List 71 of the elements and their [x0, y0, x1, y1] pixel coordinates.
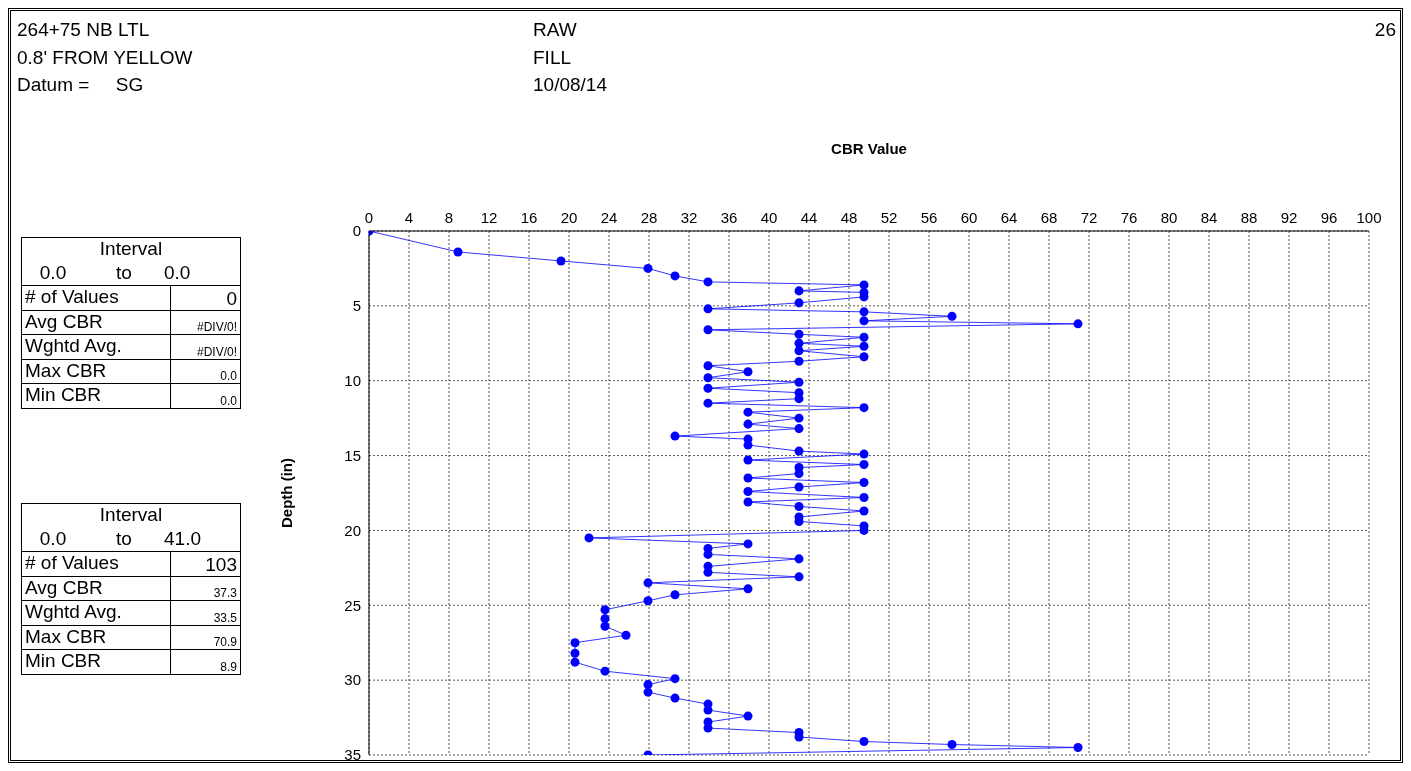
x-tick-label: 64 [1000, 209, 1018, 226]
text: 103 [204, 552, 238, 576]
text: 33.5 [212, 609, 238, 625]
text: Min CBR [22, 384, 171, 408]
x-tick-label: 92 [1280, 209, 1298, 226]
x-tick-label: 28 [640, 209, 658, 226]
text: # of Values [22, 552, 171, 576]
text: #DIV/0! [195, 319, 238, 334]
text: Interval [21, 503, 241, 528]
text: 8.9 [219, 658, 238, 674]
text: Datum = SG [17, 74, 144, 96]
text: 0 [225, 286, 238, 310]
text: Max CBR [22, 625, 171, 649]
x-tick-label: 72 [1080, 209, 1098, 226]
text: Interval [21, 237, 241, 262]
text: 10/08/14 [533, 74, 607, 96]
y-tick-label: 10 [344, 372, 361, 390]
y-tick-label: 30 [344, 671, 361, 689]
x-tick-label: 36 [720, 209, 738, 226]
text: 0.0 [219, 368, 238, 383]
x-tick-label: 88 [1240, 209, 1258, 226]
y-tick-label: 35 [344, 746, 361, 764]
y-tick-label: 20 [344, 521, 361, 539]
text: 0.0 [38, 261, 68, 285]
x-tick-label: 20 [560, 209, 578, 226]
x-tick-label: 100 [1356, 209, 1382, 226]
x-tick-label: 24 [600, 209, 618, 226]
x-tick-label: 60 [960, 209, 978, 226]
x-tick-label: 32 [680, 209, 698, 226]
x-tick-label: 0 [364, 209, 374, 226]
x-tick-label: 40 [760, 209, 778, 226]
x-tick-label: 56 [920, 209, 938, 226]
x-tick-label: 84 [1200, 209, 1218, 226]
x-axis-title: CBR Value [831, 139, 907, 157]
x-tick-label: 48 [840, 209, 858, 226]
text: Avg CBR [22, 310, 171, 334]
y-tick-label: 15 [344, 446, 361, 464]
x-tick-label: 68 [1040, 209, 1058, 226]
x-tick-label: 44 [800, 209, 818, 226]
x-tick-label: 4 [404, 209, 414, 226]
text: 41.0 [164, 527, 202, 551]
x-tick-label: 52 [880, 209, 898, 226]
text: 0.0 [219, 392, 238, 408]
y-tick-label: 5 [352, 297, 361, 315]
text: 37.3 [212, 585, 238, 600]
text: 0.8' FROM YELLOW [17, 47, 193, 69]
text: #DIV/0! [195, 343, 238, 359]
x-tick-label: 96 [1320, 209, 1338, 226]
text: to [115, 527, 133, 551]
x-tick-label: 80 [1160, 209, 1178, 226]
y-tick-label: 25 [344, 596, 361, 614]
text: to [115, 261, 133, 285]
text: 70.9 [212, 634, 238, 649]
x-tick-label: 8 [444, 209, 454, 226]
x-tick-label: 76 [1120, 209, 1138, 226]
x-tick-label: 16 [520, 209, 538, 226]
text: 264+75 NB LTL [17, 19, 150, 41]
text: 26 [1374, 19, 1396, 41]
text: Min CBR [22, 650, 171, 674]
text: Max CBR [22, 359, 171, 383]
text: FILL [533, 47, 572, 69]
y-axis-title: Depth (in) [278, 458, 296, 528]
text: Wghtd Avg. [22, 601, 171, 625]
text: # of Values [22, 286, 171, 310]
text: Wghtd Avg. [22, 335, 171, 359]
text: 0.0 [38, 527, 68, 551]
x-tick-label: 12 [480, 209, 498, 226]
text: RAW [533, 19, 577, 41]
text: 0.0 [164, 261, 192, 285]
text: Avg CBR [22, 576, 171, 600]
y-tick-label: 0 [352, 222, 361, 240]
